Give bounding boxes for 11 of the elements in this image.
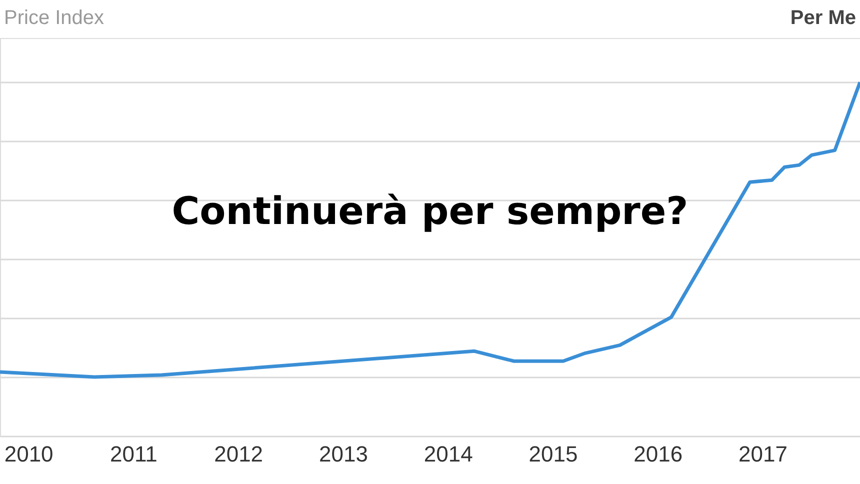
annotation: Continuerà per sempre?	[172, 189, 688, 233]
text: Per Me	[790, 7, 856, 29]
x-tick-label: 2011	[110, 442, 158, 466]
x-tick-label: 2015	[528, 442, 578, 466]
chart-title: Price Index	[4, 7, 104, 29]
x-tick-label: 2010	[4, 442, 54, 466]
x-tick-label: 2013	[318, 442, 368, 466]
x-tick-label: 2014	[424, 442, 473, 466]
x-tick-label: 2017	[738, 442, 788, 466]
x-tick-label: 2012	[214, 442, 264, 466]
x-tick-label: 2016	[634, 442, 683, 466]
